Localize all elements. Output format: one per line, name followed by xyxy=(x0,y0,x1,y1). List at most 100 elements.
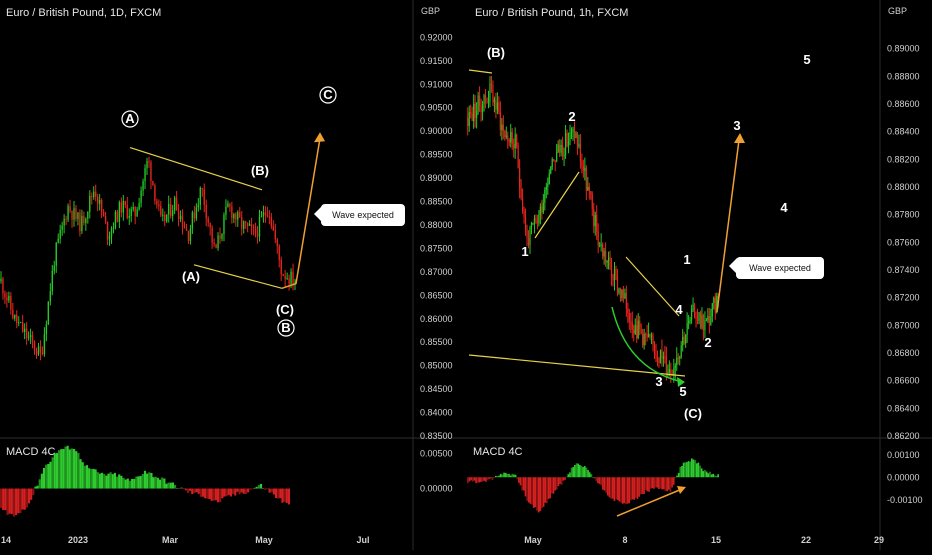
macd-bar xyxy=(272,488,275,495)
candle-body xyxy=(473,103,475,121)
candle-body xyxy=(640,329,642,334)
macd-bar xyxy=(552,477,555,494)
macd-bar xyxy=(15,488,18,516)
candle-body xyxy=(639,320,641,330)
macd-bar xyxy=(257,485,260,489)
macd-bar xyxy=(621,477,624,504)
candle-body xyxy=(57,238,59,243)
macd-bar xyxy=(249,488,252,490)
candle-body xyxy=(630,321,632,323)
macd-bar xyxy=(62,448,65,489)
price-tick-label: 0.85000 xyxy=(420,361,453,371)
wave-label-2: 1 xyxy=(521,244,528,259)
price-tick-label: 0.89500 xyxy=(420,150,453,160)
macd-bar xyxy=(579,465,581,478)
macd-bar xyxy=(146,473,149,489)
macd-bar xyxy=(38,479,41,489)
macd-bar xyxy=(105,475,108,489)
currency-label: GBP xyxy=(421,6,440,16)
candle-body xyxy=(498,102,500,113)
daily-chart-pane[interactable]: Euro / British Pound, 1D, FXCM GBP 0.92000… xyxy=(0,0,467,550)
price-tick-label: 0.84500 xyxy=(420,384,453,394)
candle-body xyxy=(487,100,490,103)
candle-body xyxy=(510,132,512,143)
candle-body xyxy=(221,234,223,239)
candle-body xyxy=(643,334,645,346)
macd-bar xyxy=(244,488,248,495)
macd-bar xyxy=(206,488,209,499)
price-tick-label: 0.86200 xyxy=(887,431,920,441)
candle-body xyxy=(539,206,541,215)
candle-body xyxy=(179,215,182,220)
price-tick-label: 0.88000 xyxy=(420,220,453,230)
macd-bar xyxy=(628,477,631,504)
macd-bar xyxy=(139,475,142,489)
candle-body xyxy=(507,135,509,141)
candle-body xyxy=(290,271,292,284)
macd-bar xyxy=(618,477,621,502)
macd-bar xyxy=(92,468,95,489)
candle-body xyxy=(661,350,663,359)
candle-body xyxy=(667,372,669,374)
candle-body xyxy=(631,322,633,330)
candle-body xyxy=(205,204,207,219)
macd-bar xyxy=(161,477,164,489)
macd-bar xyxy=(603,477,606,491)
macd-bar xyxy=(676,475,678,478)
candle-body xyxy=(680,345,682,357)
macd-bar xyxy=(513,474,515,478)
macd-bar xyxy=(496,475,499,478)
candle-body xyxy=(590,191,592,195)
macd-bar xyxy=(169,482,172,489)
macd-bar xyxy=(695,463,698,478)
candle-body xyxy=(519,167,521,189)
macd-bar xyxy=(534,477,537,508)
macd-bar xyxy=(539,477,542,512)
callout-pointer xyxy=(729,258,737,274)
macd-bar xyxy=(219,488,222,503)
candle-body xyxy=(566,133,568,147)
macd-bar xyxy=(625,477,627,505)
macd-bar xyxy=(251,488,254,490)
arrow-head xyxy=(734,133,745,143)
hourly-chart-svg[interactable]: Euro / British Pound, 1h, FXCM GBP 0.89000… xyxy=(467,0,932,550)
macd-bar xyxy=(49,461,52,489)
candle-body xyxy=(53,265,55,271)
macd-bar xyxy=(674,477,677,479)
macd-bar xyxy=(590,474,593,478)
macd-bar xyxy=(542,477,545,507)
candle-body xyxy=(96,196,99,204)
candle-body xyxy=(49,291,52,302)
macd-bar xyxy=(483,477,486,481)
indicator-tick-label: -0.00100 xyxy=(887,495,923,505)
candle-body xyxy=(77,212,79,219)
macd-bar xyxy=(64,446,67,489)
candle-body xyxy=(110,228,113,236)
candle-body xyxy=(562,144,564,157)
indicator-name: MACD 4C xyxy=(6,446,56,458)
candle-body xyxy=(144,168,146,182)
macd-bar xyxy=(277,488,280,499)
candle-body xyxy=(248,224,251,226)
candle-body xyxy=(560,144,562,153)
macd-bar xyxy=(262,488,265,489)
price-tick-label: 0.90500 xyxy=(420,103,453,113)
candle-body xyxy=(567,141,570,147)
currency-label: GBP xyxy=(888,6,907,16)
candle-body xyxy=(59,229,61,239)
candle-body xyxy=(284,275,286,279)
daily-chart-svg[interactable]: Euro / British Pound, 1D, FXCM GBP 0.92000… xyxy=(0,0,467,550)
macd-bar xyxy=(103,474,106,489)
macd-bar xyxy=(636,477,639,499)
candle-body xyxy=(227,203,229,207)
callout-box xyxy=(321,204,405,226)
candle-body xyxy=(118,202,121,222)
hourly-chart-pane[interactable]: Euro / British Pound, 1h, FXCM GBP 0.89000… xyxy=(467,0,932,550)
price-tick-label: 0.88200 xyxy=(887,154,920,164)
price-tick-label: 0.86500 xyxy=(420,290,453,300)
macd-bar xyxy=(639,477,642,495)
macd-bar xyxy=(582,467,584,478)
macd-bar xyxy=(186,488,190,493)
macd-bar xyxy=(83,465,86,489)
macd-bar xyxy=(156,477,159,489)
